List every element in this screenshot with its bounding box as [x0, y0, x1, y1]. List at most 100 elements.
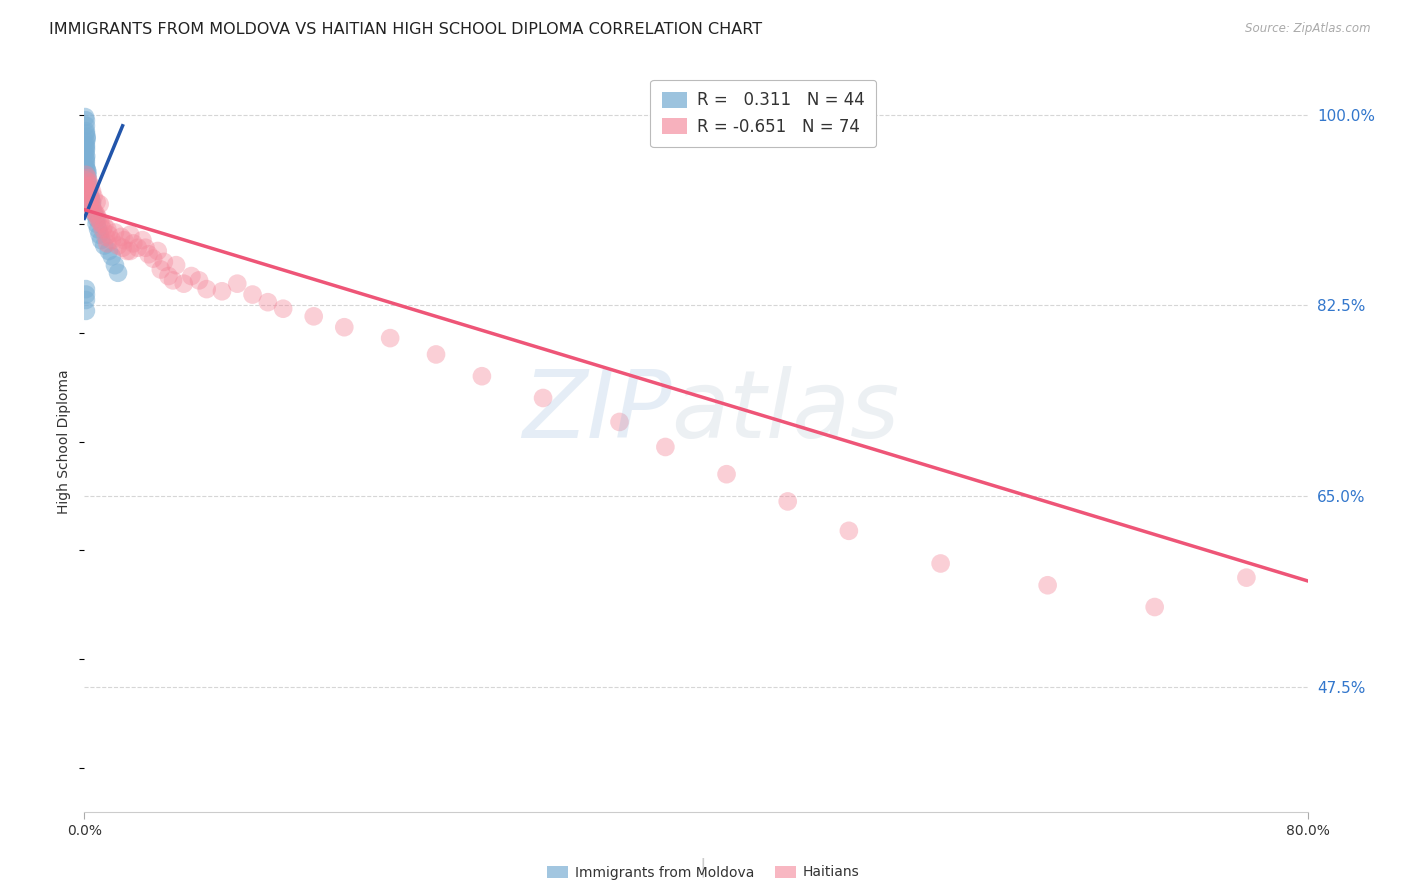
Point	[96, 236, 118, 251]
Point	[75, 127, 97, 141]
Point	[157, 268, 180, 283]
Point	[76, 164, 98, 178]
Point	[471, 369, 494, 384]
Point	[112, 233, 135, 247]
Point	[80, 184, 103, 198]
Point	[153, 255, 176, 269]
Point	[96, 222, 118, 236]
Text: atlas: atlas	[672, 367, 900, 458]
Point	[75, 140, 97, 154]
Point	[333, 320, 356, 334]
Point	[86, 217, 108, 231]
Point	[75, 157, 97, 171]
Point	[104, 258, 127, 272]
Point	[107, 266, 129, 280]
Point	[188, 273, 211, 287]
Point	[131, 233, 153, 247]
Y-axis label: High School Diploma: High School Diploma	[58, 369, 72, 514]
Point	[76, 171, 98, 186]
Point	[75, 282, 97, 296]
Point	[110, 230, 132, 244]
Point	[242, 287, 264, 301]
Point	[76, 175, 98, 190]
Point	[89, 214, 111, 228]
Point	[257, 295, 280, 310]
Point	[75, 146, 97, 161]
Point	[97, 244, 120, 258]
Point	[929, 557, 952, 571]
Point	[211, 285, 233, 299]
Point	[79, 193, 101, 207]
Point	[173, 277, 195, 291]
Point	[531, 391, 554, 405]
Point	[75, 173, 97, 187]
Point	[83, 203, 105, 218]
Point	[195, 282, 218, 296]
Point	[77, 186, 100, 201]
Point	[77, 194, 100, 209]
Point	[79, 178, 101, 193]
Point	[76, 182, 98, 196]
Point	[609, 415, 631, 429]
Point	[79, 189, 101, 203]
Point	[80, 194, 103, 209]
Point	[149, 262, 172, 277]
Point	[142, 252, 165, 266]
Point	[75, 178, 97, 193]
Point	[75, 152, 97, 166]
Point	[75, 287, 97, 301]
Point	[75, 138, 97, 153]
Point	[90, 217, 112, 231]
Point	[107, 238, 129, 252]
Point	[75, 153, 97, 168]
Point	[776, 494, 799, 508]
Text: Source: ZipAtlas.com: Source: ZipAtlas.com	[1246, 22, 1371, 36]
Point	[77, 182, 100, 196]
Point	[87, 211, 110, 226]
Point	[77, 186, 100, 201]
Point	[380, 331, 402, 345]
Point	[93, 219, 115, 233]
Point	[120, 227, 142, 242]
Point	[86, 194, 108, 209]
Point	[86, 208, 108, 222]
Point	[115, 244, 138, 258]
Point	[94, 230, 117, 244]
Point	[89, 227, 111, 242]
Point	[75, 119, 97, 133]
Point	[302, 310, 325, 324]
Legend: R =   0.311   N = 44, R = -0.651   N = 74: R = 0.311 N = 44, R = -0.651 N = 74	[650, 79, 876, 147]
Point	[77, 178, 100, 193]
Point	[75, 293, 97, 307]
Text: |: |	[700, 857, 706, 877]
Point	[101, 249, 124, 264]
Point	[75, 143, 97, 157]
Point	[101, 233, 124, 247]
Point	[111, 241, 134, 255]
Point	[1036, 578, 1059, 592]
Point	[75, 149, 97, 163]
Point	[838, 524, 860, 538]
Point	[75, 304, 97, 318]
Point	[271, 301, 294, 316]
Point	[226, 277, 249, 291]
Point	[79, 201, 101, 215]
Point	[76, 162, 98, 177]
Point	[162, 273, 184, 287]
Point	[75, 135, 97, 149]
Point	[146, 244, 169, 258]
Point	[80, 201, 103, 215]
Point	[79, 193, 101, 207]
Point	[180, 268, 202, 283]
Point	[122, 236, 145, 251]
Point	[1143, 600, 1166, 615]
Point	[97, 227, 120, 242]
Point	[76, 189, 98, 203]
Point	[91, 222, 114, 236]
Point	[89, 197, 111, 211]
Point	[87, 222, 110, 236]
Point	[83, 189, 105, 203]
Point	[76, 132, 98, 146]
Text: ZIP: ZIP	[522, 367, 672, 458]
Point	[138, 247, 160, 261]
